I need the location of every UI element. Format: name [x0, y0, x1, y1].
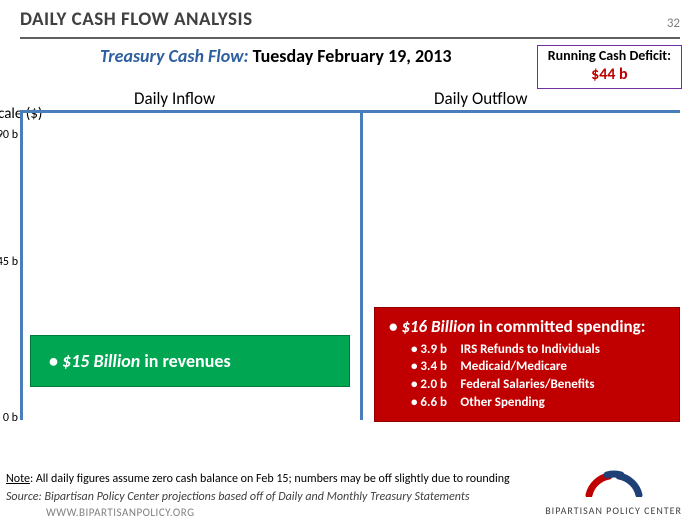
running-deficit-box: Running Cash Deficit: $44 b	[537, 45, 682, 89]
logo-text: BIPARTISAN POLICY CENTER	[545, 504, 682, 517]
outflow-box: $16 Billion in committed spending: 3.9 b…	[374, 307, 680, 422]
inflow-suffix: in revenues	[144, 350, 230, 372]
y-tick: 90 b	[0, 128, 18, 142]
outflow-item: 3.9 bIRS Refunds to Individuals	[411, 341, 665, 359]
inflow-amount: $15 Billion	[62, 350, 140, 372]
outflow-amount: $16 Billion	[401, 316, 475, 337]
y-axis-line	[20, 110, 23, 420]
y-tick: 45 b	[0, 255, 18, 269]
outflow-item: 3.4 bMedicaid/Medicare	[411, 358, 665, 376]
outflow-suffix: in committed spending:	[479, 316, 645, 337]
outflow-item: 6.6 bOther Spending	[411, 394, 665, 412]
deficit-value: $44 b	[548, 65, 671, 84]
inflow-bullet: $15 Billion in revenues	[49, 350, 231, 372]
subtitle-date: Tuesday February 19, 2013	[253, 45, 452, 67]
column-header-inflow: Daily Inflow	[130, 88, 219, 109]
y-tick: 0 b	[0, 411, 18, 425]
subtitle-prefix: Treasury Cash Flow:	[100, 45, 249, 67]
logo-icon	[579, 467, 649, 497]
divider-line	[360, 110, 363, 420]
subtitle-row: Treasury Cash Flow: Tuesday February 19,…	[0, 39, 700, 89]
deficit-label: Running Cash Deficit:	[548, 48, 671, 65]
note-text: : All daily figures assume zero cash bal…	[30, 472, 510, 486]
top-axis-line	[20, 110, 680, 113]
page-number: 32	[667, 16, 680, 31]
outflow-items: 3.9 bIRS Refunds to Individuals3.4 bMedi…	[411, 341, 665, 411]
column-header-outflow: Daily Outflow	[430, 88, 532, 109]
outflow-item: 2.0 bFederal Salaries/Benefits	[411, 376, 665, 394]
note-label: Note	[6, 472, 30, 486]
chart-area: cale ($) 90 b45 b0 b Daily Inflow Daily …	[0, 95, 700, 420]
inflow-box: $15 Billion in revenues	[30, 335, 350, 387]
footer: Note: All daily figures assume zero cash…	[0, 468, 700, 525]
page-title: DAILY CASH FLOW ANALYSIS	[20, 8, 253, 31]
header-bar: DAILY CASH FLOW ANALYSIS 32	[0, 0, 700, 35]
logo: BIPARTISAN POLICY CENTER	[545, 467, 682, 517]
outflow-head: $16 Billion in committed spending:	[389, 316, 665, 339]
subtitle: Treasury Cash Flow: Tuesday February 19,…	[100, 45, 451, 67]
